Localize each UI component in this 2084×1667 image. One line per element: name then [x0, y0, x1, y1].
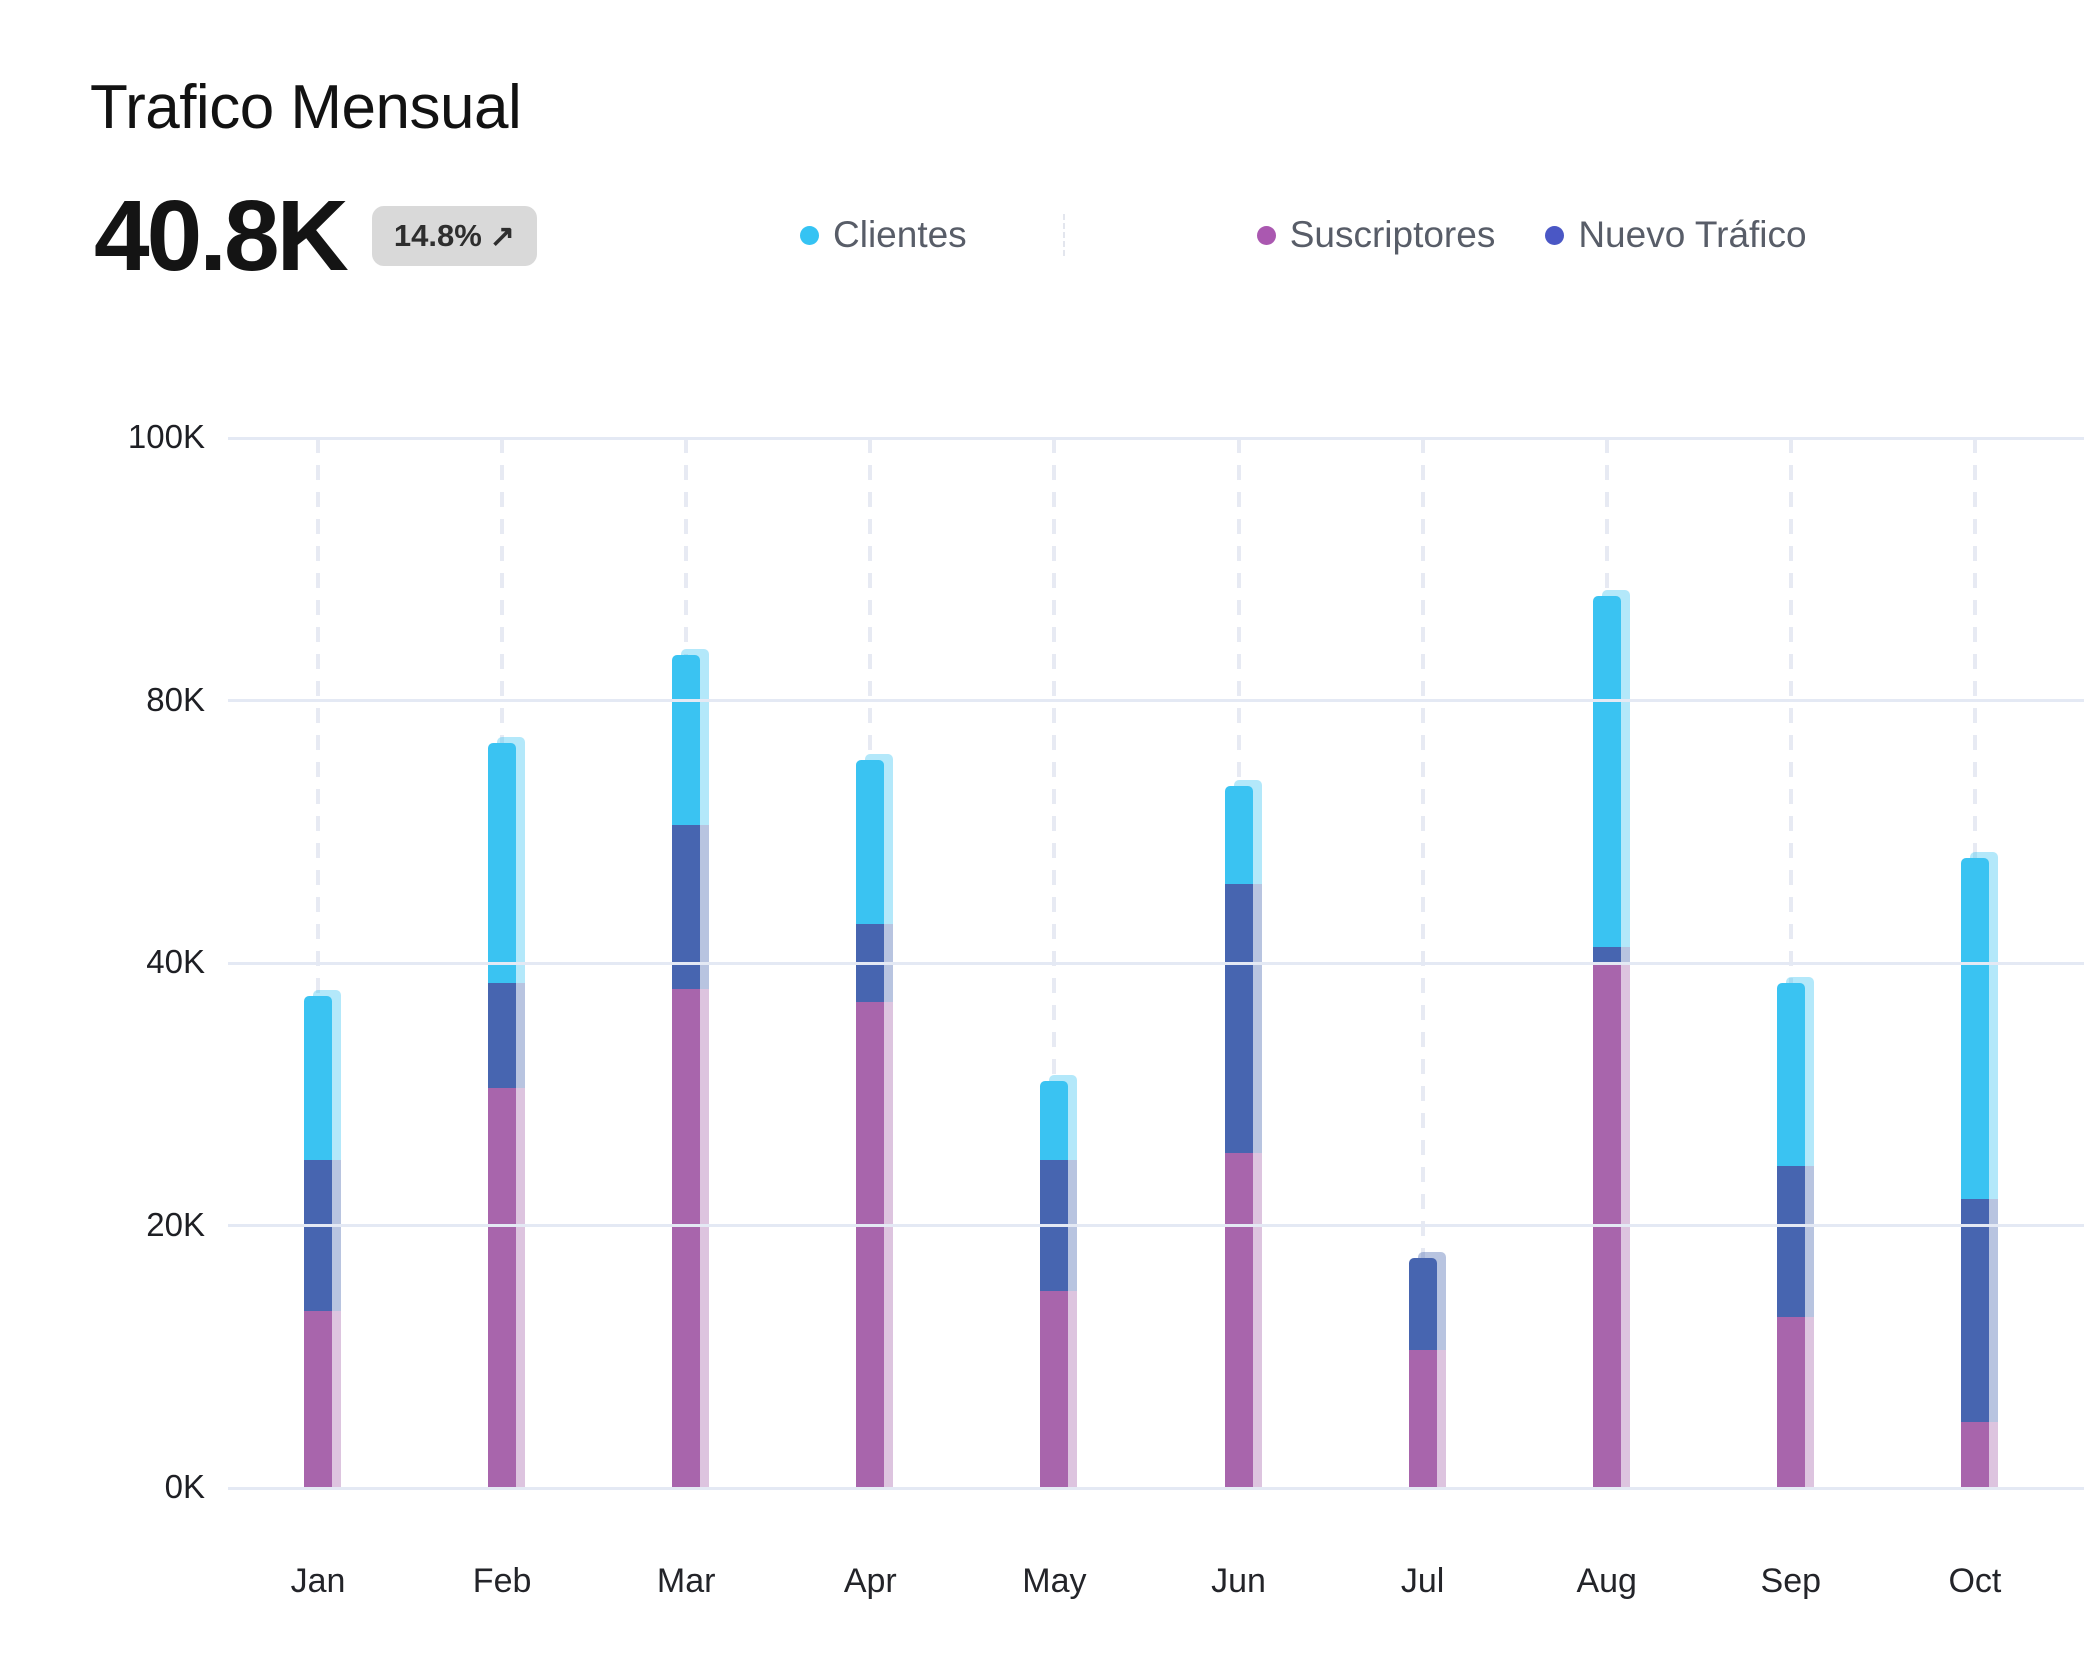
page-title: Trafico Mensual — [90, 73, 522, 142]
x-axis-label-aug: Aug — [1576, 1562, 1637, 1600]
y-gridline-80K — [228, 699, 2084, 702]
legend-item-nuevo-tr-fico[interactable]: Nuevo Tráfico — [1545, 214, 1807, 256]
legend-dot-icon — [1256, 225, 1276, 245]
bar-segment-nuevo-tr-fico[interactable] — [1592, 946, 1621, 963]
bar-jun[interactable] — [1224, 785, 1253, 1488]
legend-label: Clientes — [833, 214, 967, 255]
x-axis-label-mar: Mar — [656, 1562, 716, 1600]
bar-segment-nuevo-tr-fico[interactable] — [1408, 1258, 1437, 1351]
bar-segment-suscriptores[interactable] — [1408, 1350, 1437, 1488]
bar-segment-clientes[interactable] — [1960, 858, 1989, 1200]
bar-apr[interactable] — [856, 759, 885, 1488]
legend-label: Nuevo Tráfico — [1578, 214, 1807, 255]
bar-segment-suscriptores[interactable] — [856, 1002, 885, 1488]
legend-label: Suscriptores — [1289, 214, 1496, 255]
trend-badge: 14.8% ↗ — [371, 206, 537, 266]
bar-segment-suscriptores[interactable] — [1960, 1422, 1989, 1488]
bar-segment-suscriptores[interactable] — [488, 1087, 517, 1488]
bar-segment-suscriptores[interactable] — [1040, 1291, 1069, 1488]
y-gridline-40K — [228, 961, 2084, 965]
bar-segment-clientes[interactable] — [488, 743, 517, 983]
bar-segment-clientes[interactable] — [1224, 785, 1253, 885]
bar-mar[interactable] — [672, 654, 701, 1488]
bar-jul[interactable] — [1408, 1258, 1437, 1488]
bar-segment-nuevo-tr-fico[interactable] — [1224, 884, 1253, 1154]
bar-segment-suscriptores[interactable] — [1224, 1153, 1253, 1488]
bar-segment-clientes[interactable] — [1592, 595, 1621, 947]
x-axis-label-jun: Jun — [1211, 1562, 1266, 1600]
x-axis-label-jan: Jan — [290, 1562, 346, 1600]
bar-segment-clientes[interactable] — [1040, 1081, 1069, 1160]
trend-badge-value: 14.8% — [393, 218, 482, 253]
bar-feb[interactable] — [488, 743, 517, 1488]
legend-dot-icon — [800, 225, 819, 245]
bar-segment-nuevo-tr-fico[interactable] — [672, 825, 701, 990]
bar-segment-clientes[interactable] — [672, 654, 701, 826]
bar-may[interactable] — [1040, 1081, 1069, 1488]
y-axis-tick-20K: 20K — [146, 1205, 205, 1243]
x-axis-label-oct: Oct — [1948, 1562, 2002, 1600]
x-axis-label-jul: Jul — [1400, 1562, 1445, 1600]
x-axis-label-may: May — [1022, 1562, 1087, 1600]
bar-segment-suscriptores[interactable] — [304, 1310, 332, 1488]
bar-segment-clientes[interactable] — [304, 995, 332, 1160]
bar-segment-clientes[interactable] — [1776, 982, 1805, 1167]
bar-segment-clientes[interactable] — [856, 759, 885, 924]
bar-jan[interactable] — [304, 995, 332, 1488]
chart-plot-area: Jan Feb Mar Apr May Jun Jul Aug Sep Oct — [228, 438, 2084, 1600]
bar-segment-nuevo-tr-fico[interactable] — [488, 982, 517, 1088]
y-axis-tick-40K: 40K — [146, 943, 205, 980]
stat-total-value: 40.8K — [94, 180, 349, 292]
bar-segment-suscriptores[interactable] — [672, 989, 701, 1488]
y-axis-tick-0K: 0K — [164, 1468, 205, 1505]
y-gridline-0K — [228, 1486, 2084, 1490]
x-axis-label-feb: Feb — [472, 1562, 532, 1600]
bar-aug[interactable] — [1592, 595, 1621, 1488]
legend-divider — [1062, 214, 1161, 256]
bar-segment-nuevo-tr-fico[interactable] — [1960, 1199, 1989, 1423]
bar-segment-suscriptores[interactable] — [1776, 1317, 1805, 1488]
legend-item-suscriptores[interactable]: Suscriptores — [1256, 214, 1496, 256]
y-gridline-20K — [228, 1224, 2084, 1227]
y-axis-tick-80K: 80K — [146, 680, 205, 718]
x-axis-label-sep: Sep — [1760, 1562, 1822, 1600]
x-axis-label-apr: Apr — [843, 1562, 897, 1600]
bar-segment-nuevo-tr-fico[interactable] — [1776, 1166, 1805, 1318]
legend-item-clientes[interactable]: Clientes — [800, 214, 967, 256]
bar-sep[interactable] — [1776, 982, 1805, 1488]
trend-up-arrow-icon: ↗ — [489, 219, 515, 253]
legend-dot-icon — [1545, 225, 1565, 245]
y-axis-tick-100K: 100K — [127, 418, 205, 455]
bar-oct[interactable] — [1960, 858, 1989, 1488]
bar-segment-nuevo-tr-fico[interactable] — [304, 1159, 332, 1311]
chart-legend: Clientes Suscriptores Nuevo Tráfico — [800, 214, 1807, 256]
stat-row: 40.8K 14.8% ↗ — [94, 186, 537, 286]
y-gridline-100K — [228, 436, 2084, 440]
